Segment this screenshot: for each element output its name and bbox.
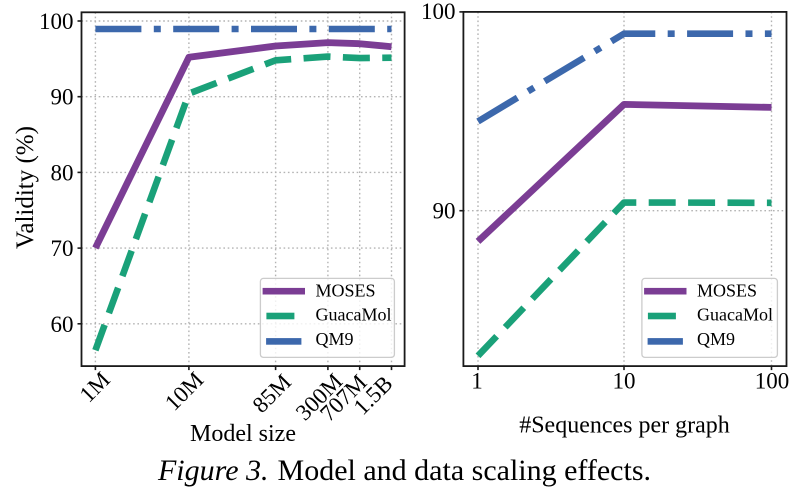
- svg-text:90: 90: [433, 199, 456, 224]
- svg-text:90: 90: [51, 85, 74, 110]
- svg-text:80: 80: [51, 160, 74, 185]
- svg-text:#Sequences per graph: #Sequences per graph: [519, 413, 730, 439]
- svg-text:Validity (%): Validity (%): [12, 126, 39, 249]
- svg-text:Figure 3.Model and data scalin: Figure 3. Model and data scaling effects.: [157, 454, 651, 487]
- svg-text:1: 1: [471, 369, 483, 394]
- svg-text:100: 100: [39, 9, 74, 34]
- svg-text:100: 100: [421, 0, 456, 24]
- svg-text:MOSES: MOSES: [316, 280, 376, 300]
- svg-text:60: 60: [51, 312, 74, 337]
- svg-text:QM9: QM9: [316, 329, 354, 349]
- svg-text:Model size: Model size: [190, 421, 296, 447]
- svg-text:GuacaMol: GuacaMol: [316, 304, 392, 324]
- svg-text:QM9: QM9: [697, 329, 735, 349]
- svg-text:10: 10: [613, 369, 636, 394]
- svg-text:70: 70: [51, 236, 74, 261]
- svg-text:100: 100: [755, 369, 790, 394]
- svg-text:MOSES: MOSES: [697, 280, 757, 300]
- svg-text:GuacaMol: GuacaMol: [697, 304, 773, 324]
